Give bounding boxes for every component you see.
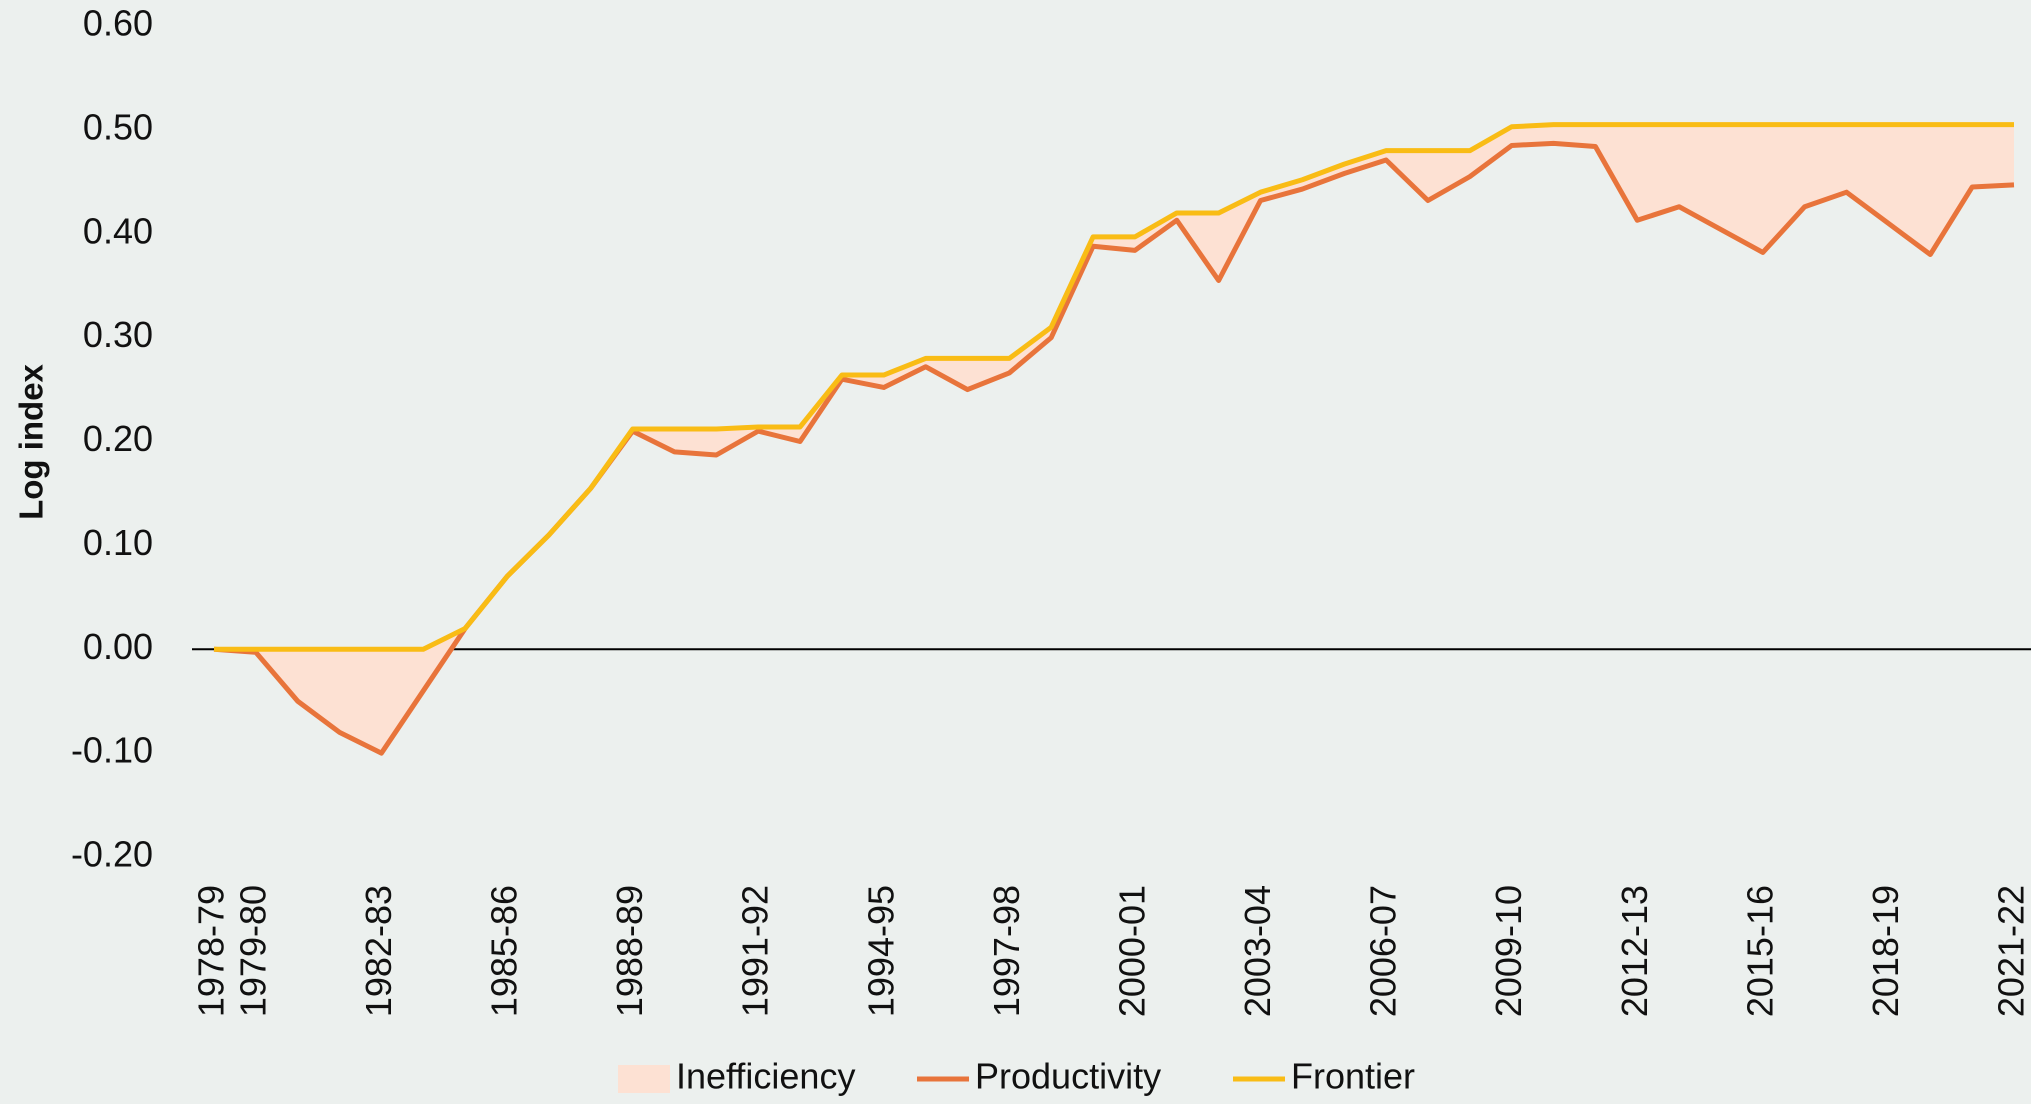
x-tick-label: 2012-13 <box>1614 885 1655 1017</box>
legend-label: Productivity <box>975 1056 1161 1097</box>
x-tick-label: 1991-92 <box>735 885 776 1017</box>
x-tick-label: 2006-07 <box>1363 885 1404 1017</box>
y-tick-label: 0.50 <box>83 106 153 147</box>
x-tick-label: 2009-10 <box>1488 885 1529 1017</box>
y-tick-label: 0.00 <box>83 626 153 667</box>
legend-label: Frontier <box>1291 1056 1415 1097</box>
y-axis-label: Log index <box>13 363 50 519</box>
x-tick-label: 2018-19 <box>1865 885 1906 1017</box>
y-tick-label: 0.30 <box>83 314 153 355</box>
y-tick-label: 0.20 <box>83 418 153 459</box>
x-tick-label: 1985-86 <box>484 885 525 1017</box>
x-tick-label: 2003-04 <box>1237 885 1278 1017</box>
x-tick-label: 1988-89 <box>609 885 650 1017</box>
legend-label: Inefficiency <box>676 1056 855 1097</box>
frontier-line <box>214 122 2014 652</box>
y-tick-label: -0.10 <box>71 730 153 771</box>
x-tick-label: 1994-95 <box>860 885 901 1017</box>
y-tick-label: 0.10 <box>83 522 153 563</box>
x-tick-label: 2015-16 <box>1739 885 1780 1017</box>
y-tick-label: -0.20 <box>71 834 153 875</box>
y-tick-label: 0.60 <box>83 3 153 44</box>
legend-swatch <box>618 1065 670 1093</box>
x-tick-label: 1979-80 <box>232 885 273 1017</box>
y-tick-label: 0.40 <box>83 210 153 251</box>
x-tick-label: 1997-98 <box>986 885 1027 1017</box>
x-tick-label: 2000-01 <box>1111 885 1152 1017</box>
inefficiency-area <box>214 124 2014 754</box>
x-tick-label: 1978-79 <box>191 885 232 1017</box>
x-tick-label: 2021-22 <box>1991 885 2031 1017</box>
x-tick-label: 1982-83 <box>358 885 399 1017</box>
